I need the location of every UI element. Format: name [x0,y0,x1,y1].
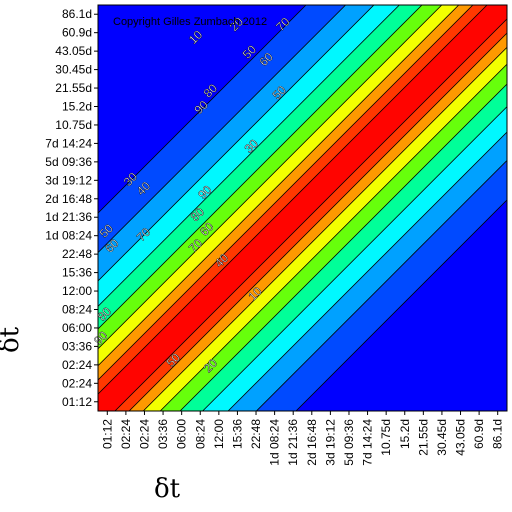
x-tick-label: 01:12 [100,419,114,449]
y-axis-ticks: 01:12 02:24 02:24 03:36 06:00 08:24 12:00 15:36… [45,7,98,409]
contour-line [98,5,494,371]
x-tick-label: 7d 14:24 [361,419,375,466]
y-tick-label: 5d 09:36 [45,155,92,169]
y-tick-label: 86.1d [62,7,92,21]
x-tick-label: 03:36 [156,419,170,449]
y-tick-label: 60.9d [62,26,92,40]
x-tick-label: 06:00 [175,419,189,449]
contour-line [98,5,507,403]
x-tick-label: 1d 08:24 [268,419,282,466]
y-tick-label: 3d 19:12 [45,173,92,187]
x-tick-label: 10.75d [379,419,393,456]
x-tick-label: 43.05d [454,419,468,456]
y-tick-label: 43.05d [55,44,92,58]
contour-line [98,5,507,396]
contour-line [138,15,507,411]
contour-line [196,73,507,411]
x-tick-label: 30.45d [435,419,449,456]
y-tick-label: 7d 14:24 [45,136,92,150]
contour-line [98,5,503,381]
y-tick-label: 03:36 [62,339,92,353]
x-tick-label: 12:00 [212,419,226,449]
contour-line [176,54,507,411]
x-tick-label: 86.1d [491,419,505,449]
x-tick-label: 21.55d [416,419,430,456]
y-tick-label: 21.55d [55,81,92,95]
y-tick-label: 10.75d [55,118,92,132]
y-tick-label: 1d 08:24 [45,229,92,243]
x-tick-label: 2d 16:48 [305,419,319,466]
y-tick-label: 02:24 [62,358,92,372]
y-axis-title: δt [0,326,25,353]
y-tick-label: 22:48 [62,247,92,261]
contour-line [120,5,507,411]
y-tick-label: 1d 21:36 [45,210,92,224]
x-tick-label: 5d 09:36 [342,419,356,466]
x-tick-label: 1d 21:36 [286,419,300,466]
y-tick-label: 02:24 [62,376,92,390]
x-axis-title: δt [154,474,181,504]
y-tick-label: 30.45d [55,63,92,77]
contour-line [98,5,482,359]
x-tick-label: 02:24 [137,419,151,449]
contour-line [98,5,436,313]
x-tick-label: 60.9d [472,419,486,449]
x-axis-ticks: 01:12 02:24 02:24 03:36 06:00 08:24 12:00 15:36… [100,411,505,466]
contour-line [106,5,507,411]
y-tick-label: 12:00 [62,284,92,298]
contour-line [113,5,507,411]
y-tick-label: 15:36 [62,266,92,280]
y-tick-label: 08:24 [62,303,92,317]
x-tick-label: 02:24 [119,419,133,449]
contour-line [150,27,507,411]
y-tick-label: 2d 16:48 [45,192,92,206]
contour-line [98,5,470,347]
x-tick-label: 22:48 [249,419,263,449]
contour-line [98,5,507,389]
x-tick-label: 08:24 [193,419,207,449]
y-tick-label: 15.2d [62,100,92,114]
y-tick-label: 06:00 [62,321,92,335]
x-tick-label: 15:36 [230,419,244,449]
contour-line [128,6,507,411]
x-tick-label: 15.2d [398,419,412,449]
plot-border [97,4,508,412]
y-tick-label: 01:12 [62,395,92,409]
contour-line [162,39,507,411]
heatmap-band [98,5,507,411]
x-tick-label: 3d 19:12 [323,419,337,466]
copyright-text: Copyright Gilles Zumbach 2012 [113,16,267,28]
contour-line [98,5,455,333]
